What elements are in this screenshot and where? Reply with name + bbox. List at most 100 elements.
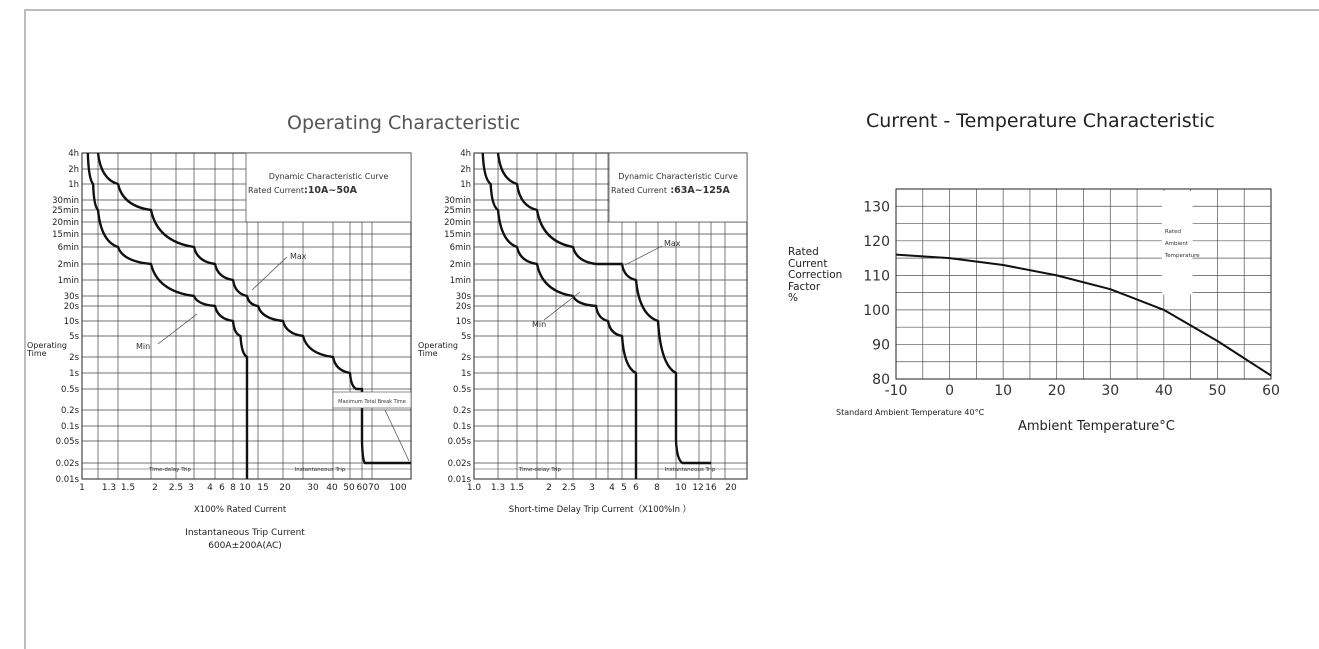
y-tick-label: 20min <box>444 218 471 228</box>
y-tick-label: 5s <box>69 332 79 342</box>
y-axis-label-line: Operating <box>27 341 67 350</box>
x-tick-label: 100 <box>389 483 406 493</box>
y-tick-label: 2s <box>461 353 471 363</box>
x-tick-label: 2.5 <box>169 483 183 493</box>
x-tick-label: 6 <box>633 483 639 493</box>
y-tick-label: 1h <box>68 180 79 190</box>
x-tick-label: 15 <box>257 483 268 493</box>
x-tick-label: 16 <box>705 483 717 493</box>
curve-max <box>496 152 711 465</box>
rated-ambient-label: Rated <box>1165 229 1181 235</box>
break-time-label: Maximum Total Break Time <box>338 399 406 405</box>
x-tick-label: 4 <box>207 483 213 493</box>
x-tick-label: 20 <box>279 483 291 493</box>
x-tick-label: 0 <box>945 383 954 399</box>
trip-curve-chart-2: 4h2h1h30min25min20min15min6min2min1min30… <box>417 149 748 515</box>
rated-ambient-label: Temperature <box>1164 253 1200 259</box>
x-tick-label: 1.3 <box>491 483 505 493</box>
y-tick-label: 90 <box>872 337 890 353</box>
correction-curve <box>895 253 1272 377</box>
trip-curve-chart-1: 4h2h1h30min25min20min15min6min2min1min30… <box>26 149 412 515</box>
x-tick-label: 6070 <box>357 483 380 493</box>
x-tick-label: 4 <box>609 483 615 493</box>
min-label: Min <box>532 320 546 329</box>
x-tick-label: 1 <box>79 483 85 493</box>
max-leader-line <box>251 256 288 291</box>
x-tick-label: 2 <box>546 483 552 493</box>
x-tick-label: 1.0 <box>467 483 482 493</box>
instantaneous-trip-value: 600A±200A(AC) <box>208 541 282 551</box>
y-tick-label: 0.02s <box>448 459 472 469</box>
break-time-box <box>332 391 412 409</box>
y-tick-label: 0.1s <box>453 422 472 432</box>
y-axis-label-line: Time <box>26 349 47 358</box>
x-tick-label: 1.5 <box>510 483 524 493</box>
y-tick-label: 1h <box>460 180 471 190</box>
x-tick-label: 2 <box>152 483 158 493</box>
y-tick-label: 120 <box>863 234 890 250</box>
y-tick-label: 0.1s <box>61 422 80 432</box>
y-tick-label: 2min <box>450 260 471 270</box>
right-section-title: Current - Temperature Characteristic <box>866 110 1215 132</box>
y-tick-label: 30s <box>456 292 472 302</box>
x-tick-label: 10 <box>239 483 251 493</box>
rated-ambient-box <box>1161 191 1193 295</box>
ylabel-line: % <box>788 292 798 304</box>
legend-title: Dynamic Characteristic Curve <box>269 172 389 181</box>
y-tick-label: 1s <box>69 369 79 379</box>
legend-rated-current: Rated Current:10A~50A <box>248 185 358 196</box>
y-tick-label: 0.2s <box>453 406 472 416</box>
y-axis-label-line: Operating <box>418 341 458 350</box>
y-tick-label: 0.02s <box>56 459 80 469</box>
y-tick-label: 1s <box>461 369 471 379</box>
x-tick-label: 40 <box>1155 383 1173 399</box>
min-leader-line <box>157 313 198 345</box>
x-tick-label: 6 <box>219 483 225 493</box>
x-tick-label: 3 <box>188 483 194 493</box>
y-tick-label: 4h <box>460 149 471 159</box>
time-delay-trip-label: Time-delay Trip <box>148 467 192 473</box>
x-tick-label: 10 <box>675 483 687 493</box>
y-tick-label: 0.5s <box>61 385 80 395</box>
x-tick-label: 10 <box>994 383 1012 399</box>
instantaneous-trip-title: Instantaneous Trip Current <box>185 528 305 538</box>
y-tick-label: 0.5s <box>453 385 472 395</box>
x-axis-title: Short-time Delay Trip Current（X100%In ） <box>509 504 691 515</box>
y-tick-label: 30min <box>52 196 79 206</box>
x-tick-label: 8 <box>230 483 236 493</box>
x-tick-label: 12 <box>692 483 703 493</box>
left-section-title: Operating Characteristic <box>287 112 521 134</box>
ylabel-line: Correction <box>788 269 843 281</box>
y-tick-label: 2min <box>58 260 79 270</box>
legend-rated-prefix: Rated Current <box>248 186 304 195</box>
y-tick-label: 10s <box>456 317 472 327</box>
y-tick-label: 10s <box>64 317 80 327</box>
legend-box <box>245 152 412 223</box>
y-tick-label: 30min <box>444 196 471 206</box>
legend-rated-prefix: Rated Current <box>611 186 667 195</box>
x-tick-label: 40 <box>326 483 338 493</box>
y-tick-label: 1min <box>58 276 79 286</box>
time-delay-trip-label: Time-delay Trip <box>518 467 562 473</box>
x-tick-label: 3 <box>589 483 595 493</box>
max-label: Max <box>290 252 307 261</box>
x-tick-label: 20 <box>1048 383 1066 399</box>
y-tick-label: 0.05s <box>56 437 80 447</box>
plot-border <box>895 188 1272 380</box>
y-tick-label: 25min <box>444 206 471 216</box>
y-tick-label: 20s <box>456 302 472 312</box>
x-axis-title: X100% Rated Current <box>194 505 287 515</box>
y-tick-label: 80 <box>872 372 890 388</box>
y-tick-label: 15min <box>444 230 471 240</box>
ylabel-line: Factor <box>788 280 821 293</box>
instantaneous-trip-label: Instantaneous Trip <box>295 467 346 473</box>
y-tick-label: 30s <box>64 292 80 302</box>
y-tick-label: 20min <box>52 218 79 228</box>
min-leader-line <box>543 291 581 321</box>
max-label: Max <box>664 239 681 248</box>
legend-title: Dynamic Characteristic Curve <box>618 172 738 181</box>
x-tick-label: 20 <box>725 483 737 493</box>
y-tick-label: 5s <box>461 332 471 342</box>
y-tick-label: 0.01s <box>448 475 472 485</box>
y-tick-label: 4h <box>68 149 79 159</box>
